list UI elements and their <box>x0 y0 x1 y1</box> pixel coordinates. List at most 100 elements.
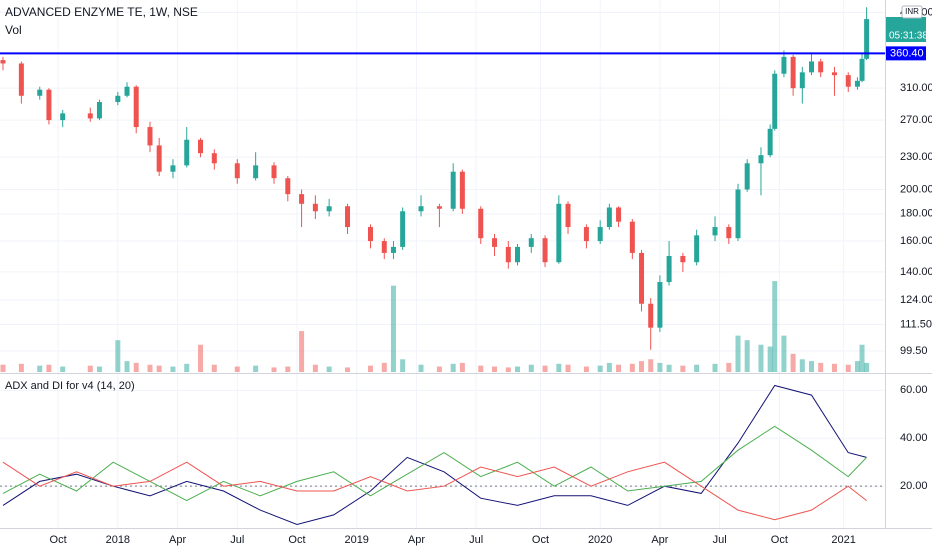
y-tick-label: 40.00 <box>900 432 928 444</box>
volume-bar <box>606 362 612 372</box>
volume-bar <box>639 361 645 372</box>
x-tick-label: Jul <box>230 534 244 546</box>
candle-body <box>597 227 603 242</box>
candle-body <box>312 203 318 212</box>
x-tick-label: 2018 <box>106 534 130 546</box>
volume-bar <box>170 366 176 372</box>
y-tick-label: 60.00 <box>900 384 928 396</box>
candle-body <box>818 61 824 73</box>
candle-body <box>758 155 764 164</box>
candle-body <box>271 165 277 179</box>
candle-body <box>694 235 700 263</box>
y-tick-label: 180.00 <box>900 208 932 220</box>
x-tick-label: Jul <box>713 534 727 546</box>
y-tick-label: 270.00 <box>900 114 932 126</box>
x-tick-label: 2020 <box>588 534 612 546</box>
volume-bar <box>712 363 718 372</box>
volume-bar <box>694 364 700 372</box>
y-tick-label: 310.00 <box>900 82 932 94</box>
candle-body <box>831 72 837 76</box>
volume-bar <box>299 331 305 372</box>
candle-body <box>542 238 548 263</box>
x-tick-label: Oct <box>532 534 549 546</box>
candle-body <box>0 60 6 64</box>
candle-body <box>390 246 396 253</box>
candle-body <box>253 165 259 179</box>
indicator-line <box>2 461 867 521</box>
volume-bar <box>46 364 52 372</box>
x-tick-label: Oct <box>50 534 67 546</box>
x-tick-label: 2019 <box>344 534 368 546</box>
volume-bar <box>0 364 6 372</box>
candle-body <box>528 238 534 247</box>
y-tick-label: 99.50 <box>900 345 928 357</box>
volume-bar <box>115 340 121 372</box>
volume-bar <box>147 364 153 372</box>
candle-body <box>184 139 190 166</box>
volume-bar <box>505 367 511 372</box>
candle-body <box>87 113 93 119</box>
hline-price-tag <box>886 46 926 61</box>
candle-body <box>492 238 498 247</box>
volume-bar <box>345 367 351 372</box>
volume-bar <box>831 363 837 372</box>
candle-body <box>680 255 686 263</box>
volume-bar <box>616 364 622 372</box>
volume-bar <box>18 363 24 372</box>
volume-bar <box>744 340 750 372</box>
y-tick-label: 200.00 <box>900 183 932 195</box>
candle-body <box>767 128 773 156</box>
volume-bar <box>436 366 442 372</box>
candle-body <box>859 58 865 81</box>
volume-bar <box>459 362 465 372</box>
volume-bar <box>285 366 291 372</box>
volume-bar <box>184 363 190 372</box>
y-tick-label: 230.00 <box>900 151 932 163</box>
x-tick-label: Oct <box>771 534 788 546</box>
currency-label: INR <box>905 7 919 16</box>
volume-bar <box>124 361 130 372</box>
candle-body <box>96 102 102 119</box>
volume-bar <box>133 362 139 372</box>
candle-body <box>418 206 424 212</box>
volume-bar <box>37 365 43 372</box>
candle-body <box>400 211 406 247</box>
volume-bar <box>514 366 520 372</box>
volume-bar <box>556 363 562 372</box>
candle-body <box>666 255 672 283</box>
countdown-tag <box>886 17 926 42</box>
candle-body <box>556 203 562 263</box>
volume-bar <box>680 365 686 372</box>
candle-body <box>616 207 622 222</box>
candle-body <box>648 303 654 328</box>
volume-bar <box>234 366 240 372</box>
y-tick-label: 20.00 <box>900 480 928 492</box>
candle-body <box>657 282 663 328</box>
volume-bar <box>735 335 741 372</box>
candle-body <box>606 207 612 228</box>
candle-body <box>381 241 387 253</box>
volume-bar <box>87 365 93 372</box>
volume-bar <box>400 359 406 372</box>
volume-bar <box>818 362 824 372</box>
candle-body <box>170 165 176 172</box>
x-tick-label: Apr <box>408 534 425 546</box>
candle-body <box>234 163 240 179</box>
candle-body <box>124 86 130 96</box>
candle-body <box>115 95 121 103</box>
volume-bar <box>96 366 102 372</box>
candle-body <box>629 221 635 253</box>
candle-body <box>450 171 456 209</box>
candle-body <box>864 19 870 59</box>
candle-body <box>18 63 24 96</box>
volume-bar <box>478 365 484 372</box>
volume-bar <box>312 364 318 372</box>
volume-bar <box>845 364 851 372</box>
candle-body <box>744 163 750 190</box>
candle-body <box>37 89 43 96</box>
candle-body <box>345 206 351 228</box>
volume-bar <box>629 363 635 372</box>
volume-bar <box>790 353 796 372</box>
currency-box <box>901 5 923 19</box>
